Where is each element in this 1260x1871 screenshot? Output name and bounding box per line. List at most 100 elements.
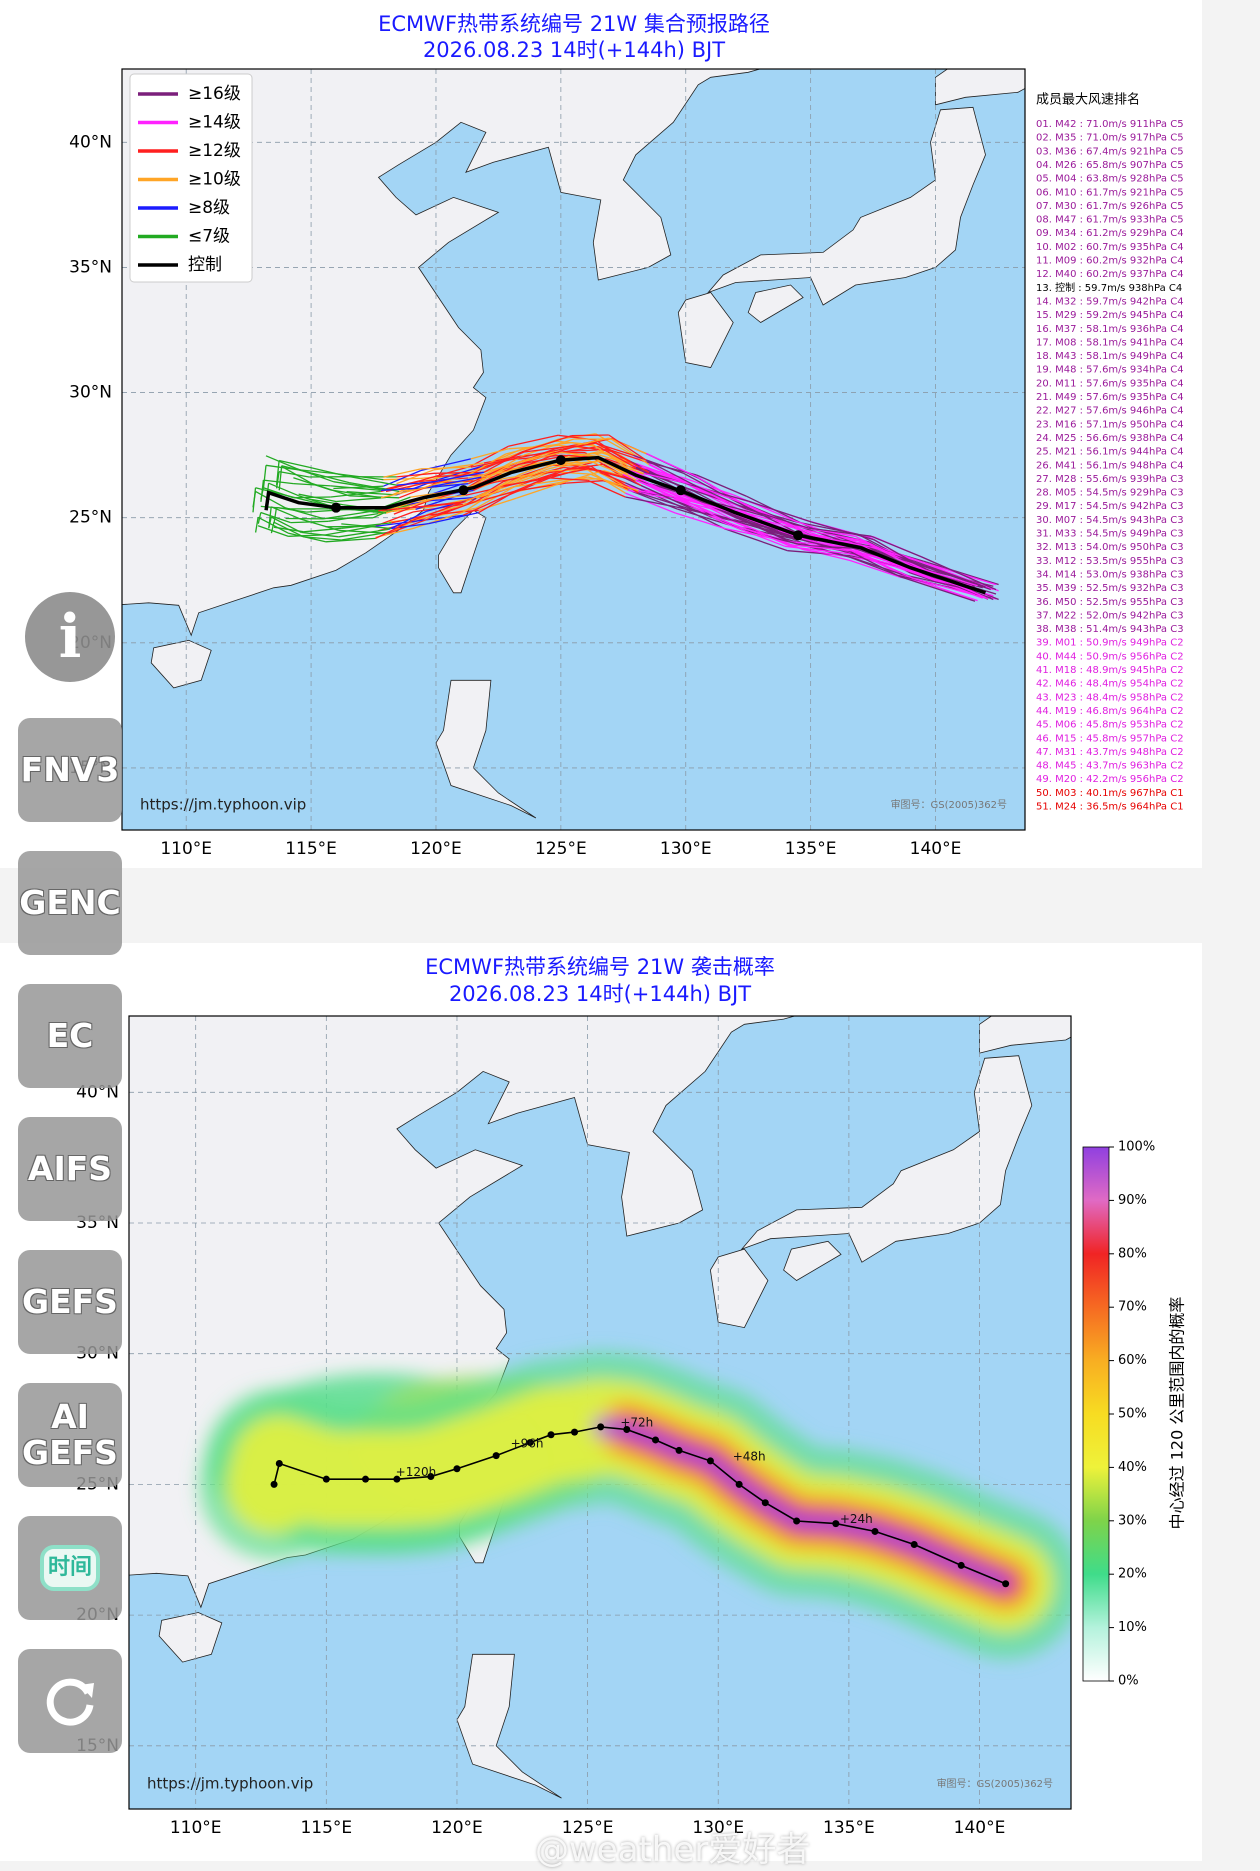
colorbar-tick-label: 0% — [1118, 1674, 1139, 1689]
colorbar-tick-label: 90% — [1118, 1193, 1147, 1208]
ranking-entry: 48. M45 : 43.7m/s 963hPa C2 — [1036, 761, 1184, 772]
ranking-entry: 50. M03 : 40.1m/s 967hPa C1 — [1036, 788, 1184, 799]
legend-label: ≥8级 — [188, 198, 230, 218]
lat-label: 30°N — [69, 383, 112, 403]
lat-label: 25°N — [69, 508, 112, 528]
ranking-entry: 23. M16 : 57.1m/s 950hPa C4 — [1036, 419, 1184, 430]
lon-label: 115°E — [300, 1818, 352, 1838]
ranking-entry: 38. M38 : 51.4m/s 943hPa C3 — [1036, 624, 1184, 635]
track-point — [911, 1541, 918, 1548]
source-link: https://jm.typhoon.vip — [147, 1775, 313, 1793]
legend-label: ≥14级 — [188, 113, 241, 133]
ranking-entry: 02. M35 : 71.0m/s 917hPa C5 — [1036, 133, 1184, 144]
ensemble-track — [293, 497, 330, 498]
ranking-entry: 13. 控制 : 59.7m/s 938hPa C4 — [1036, 281, 1182, 294]
colorbar-tick-label: 70% — [1118, 1300, 1147, 1315]
track-point — [493, 1452, 500, 1459]
colorbar-tick-label: 60% — [1118, 1353, 1147, 1368]
source-link: https://jm.typhoon.vip — [140, 796, 306, 814]
ranking-entry: 15. M29 : 59.2m/s 945hPa C4 — [1036, 310, 1184, 321]
lon-label: 120°E — [431, 1818, 483, 1838]
track-time-label: +120h — [396, 1465, 437, 1479]
ranking-entry: 46. M15 : 45.8m/s 957hPa C2 — [1036, 733, 1184, 744]
lon-label: 140°E — [954, 1818, 1006, 1838]
refresh-button[interactable] — [18, 1649, 122, 1753]
panel-title: ECMWF热带系统编号 21W 集合预报路径 — [378, 12, 770, 36]
ranking-entry: 28. M05 : 54.5m/s 929hPa C3 — [1036, 488, 1184, 499]
track-point — [453, 1465, 460, 1472]
ranking-entry: 49. M20 : 42.2m/s 956hPa C2 — [1036, 774, 1184, 785]
ranking-title: 成员最大风速排名 — [1036, 92, 1140, 108]
ranking-entry: 40. M44 : 50.9m/s 956hPa C2 — [1036, 651, 1184, 662]
lon-label: 115°E — [285, 839, 337, 859]
track-point — [958, 1562, 965, 1569]
ranking-entry: 16. M37 : 58.1m/s 936hPa C4 — [1036, 324, 1184, 335]
ranking-entry: 37. M22 : 52.0m/s 942hPa C3 — [1036, 610, 1184, 621]
legend-label: ≤7级 — [188, 227, 230, 247]
lon-label: 135°E — [823, 1818, 875, 1838]
track-point — [597, 1423, 604, 1430]
panel-subtitle: 2026.08.23 14时(+144h) BJT — [449, 982, 751, 1006]
colorbar-tick-label: 40% — [1118, 1460, 1147, 1475]
ranking-entry: 34. M14 : 53.0m/s 938hPa C3 — [1036, 569, 1184, 580]
ranking-entry: 39. M01 : 50.9m/s 949hPa C2 — [1036, 638, 1184, 649]
track-point — [548, 1431, 555, 1438]
legend-label: ≥12级 — [188, 141, 241, 161]
approval-number: 审图号：GS(2005)362号 — [937, 1777, 1053, 1790]
ranking-entry: 19. M48 : 57.6m/s 934hPa C4 — [1036, 365, 1184, 376]
track-point — [1002, 1580, 1009, 1587]
lon-label: 110°E — [170, 1818, 222, 1838]
ranking-entry: 26. M41 : 56.1m/s 948hPa C4 — [1036, 460, 1184, 471]
lat-label: 40°N — [69, 132, 112, 152]
ranking-entry: 25. M21 : 56.1m/s 944hPa C4 — [1036, 447, 1184, 458]
track-point — [556, 455, 566, 465]
refresh-icon — [40, 1671, 100, 1731]
track-point — [323, 1476, 330, 1483]
model-button[interactable]: GENC — [18, 851, 122, 955]
lon-label: 120°E — [410, 839, 462, 859]
ranking-entry: 44. M19 : 46.8m/s 964hPa C2 — [1036, 706, 1184, 717]
ranking-entry: 14. M32 : 59.7m/s 942hPa C4 — [1036, 296, 1184, 307]
colorbar — [1083, 1147, 1109, 1681]
ranking-entry: 32. M13 : 54.0m/s 950hPa C3 — [1036, 542, 1184, 553]
legend-label: ≥10级 — [188, 170, 241, 190]
track-point — [793, 530, 803, 540]
ranking-entry: 29. M17 : 54.5m/s 942hPa C3 — [1036, 501, 1184, 512]
track-time-label: +24h — [840, 1512, 873, 1526]
model-button[interactable]: EC — [18, 984, 122, 1088]
ranking-entry: 22. M27 : 57.6m/s 946hPa C4 — [1036, 406, 1184, 417]
colorbar-tick-label: 10% — [1118, 1620, 1147, 1635]
track-point — [676, 1447, 683, 1454]
ranking-entry: 20. M11 : 57.6m/s 935hPa C4 — [1036, 378, 1184, 389]
colorbar-label: 中心经过 120 公里范围内的概率 — [1168, 1297, 1187, 1530]
ensemble-track — [571, 435, 609, 436]
ranking-entry: 01. M42 : 71.0m/s 911hPa C5 — [1036, 119, 1184, 130]
lat-label: 35°N — [69, 257, 112, 277]
track-point — [872, 1528, 879, 1535]
track-point — [676, 485, 686, 495]
track-point — [271, 1481, 278, 1488]
model-button[interactable]: AIFS — [18, 1117, 122, 1221]
track-time-label: +96h — [511, 1436, 544, 1450]
info-button[interactable]: i — [25, 592, 115, 682]
track-point — [762, 1499, 769, 1506]
model-button[interactable]: FNV3 — [18, 718, 122, 822]
ranking-entry: 31. M33 : 54.5m/s 949hPa C3 — [1036, 529, 1184, 540]
track-point — [362, 1476, 369, 1483]
model-button[interactable]: AI GEFS — [18, 1383, 122, 1487]
ranking-entry: 36. M50 : 52.5m/s 955hPa C3 — [1036, 597, 1184, 608]
track-point — [331, 503, 341, 513]
lon-label: 130°E — [660, 839, 712, 859]
ranking-entry: 33. M12 : 53.5m/s 955hPa C3 — [1036, 556, 1184, 567]
ranking-entry: 47. M31 : 43.7m/s 948hPa C2 — [1036, 747, 1184, 758]
model-button[interactable]: GEFS — [18, 1250, 122, 1354]
legend-label: 控制 — [188, 255, 222, 275]
ranking-entry: 18. M43 : 58.1m/s 949hPa C4 — [1036, 351, 1184, 362]
time-button[interactable]: 时间 — [18, 1516, 122, 1620]
ranking-entry: 05. M04 : 63.8m/s 928hPa C5 — [1036, 174, 1184, 185]
track-point — [707, 1457, 714, 1464]
watermark: @weather爱好者 — [535, 1822, 810, 1871]
track-time-label: +72h — [620, 1415, 653, 1429]
